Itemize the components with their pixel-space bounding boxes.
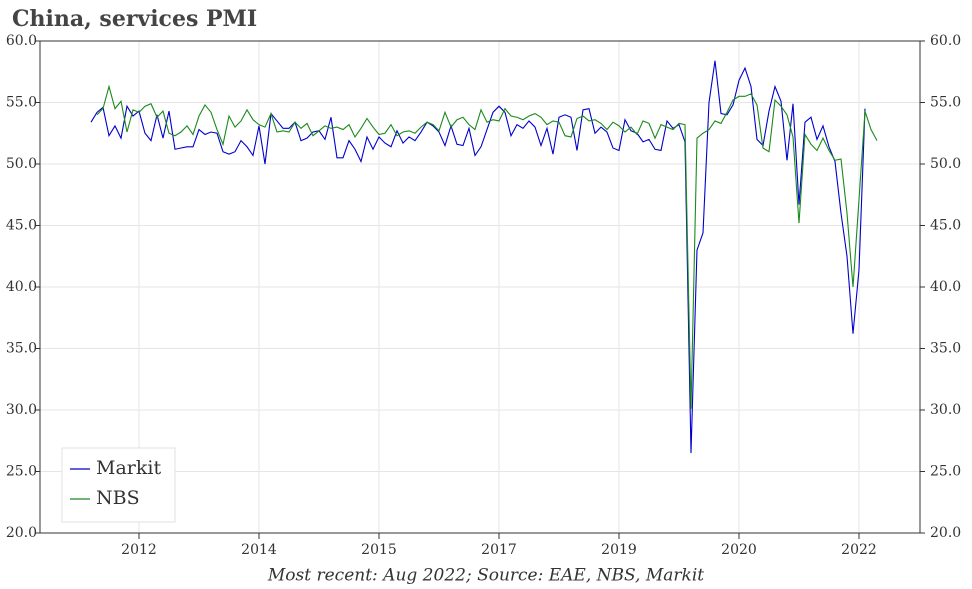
y-tick-label: 55.0 xyxy=(6,95,37,111)
x-tick-label: 2014 xyxy=(241,542,277,558)
line-series xyxy=(90,60,866,454)
y2-tick-label: 40.0 xyxy=(930,279,961,295)
y2-tick-label: 50.0 xyxy=(930,156,961,172)
y2-tick-label: 45.0 xyxy=(930,218,961,234)
x-tick-label: 2022 xyxy=(841,542,877,558)
y-tick-label: 30.0 xyxy=(6,402,37,418)
y2-tick-label: 30.0 xyxy=(930,402,961,418)
chart-title: China, services PMI xyxy=(12,6,257,32)
legend-label: NBS xyxy=(96,487,140,509)
y2-tick-label: 25.0 xyxy=(930,464,961,480)
y2-tick-label: 60.0 xyxy=(930,33,961,49)
y-tick-label: 50.0 xyxy=(6,156,37,172)
y-tick-label: 35.0 xyxy=(6,341,37,357)
y-tick-label: 40.0 xyxy=(6,279,37,295)
y-tick-label: 20.0 xyxy=(6,525,37,541)
legend-box xyxy=(61,447,176,523)
y-tick-label: 60.0 xyxy=(6,33,37,49)
y-tick-label: 25.0 xyxy=(6,464,37,480)
y-tick-label: 45.0 xyxy=(6,218,37,234)
x-tick-label: 2012 xyxy=(121,542,157,558)
y2-tick-label: 55.0 xyxy=(930,95,961,111)
x-tick-label: 2019 xyxy=(601,542,637,558)
legend-label: Markit xyxy=(96,457,161,479)
x-tick-label: 2020 xyxy=(721,542,757,558)
footnote: Most recent: Aug 2022; Source: EAE, NBS,… xyxy=(267,566,704,586)
line-series xyxy=(96,84,878,409)
x-tick-label: 2017 xyxy=(481,542,517,558)
y2-tick-label: 20.0 xyxy=(930,525,961,541)
x-tick-label: 2015 xyxy=(361,542,397,558)
y2-tick-label: 35.0 xyxy=(930,341,961,357)
